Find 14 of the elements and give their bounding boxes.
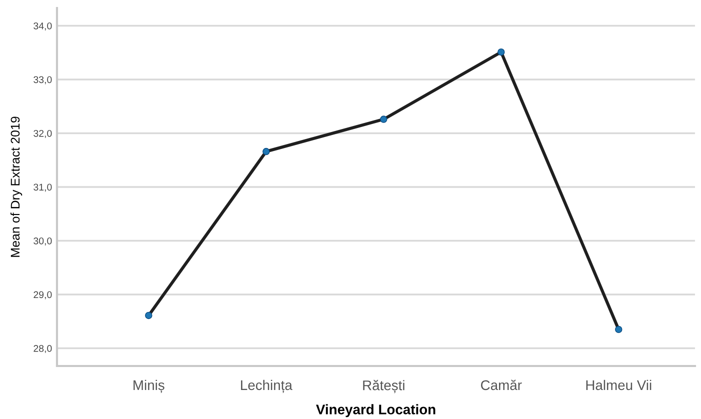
- x-tick-label: Rătești: [363, 380, 404, 394]
- x-tick-label: Miniș: [134, 380, 164, 393]
- x-tick-label: Halmeu Vii: [586, 380, 652, 390]
- y-tick-label: 32,0: [34, 130, 52, 138]
- x-tick-label: Camăr: [481, 380, 522, 390]
- x-tick-label: Lechința: [241, 380, 292, 393]
- y-tick-label: 29,0: [34, 291, 52, 300]
- x-axis-title: Vineyard Location: [316, 404, 436, 418]
- y-tick-label: 34,0: [34, 22, 52, 31]
- y-tick-label: 31,0: [34, 184, 52, 192]
- y-tick-label: 28,0: [34, 344, 52, 354]
- y-axis-title: Mean of Dry Extract 2019: [10, 116, 22, 257]
- y-tick-label: 33,0: [34, 76, 52, 84]
- y-tick-label: 30,0: [34, 237, 52, 246]
